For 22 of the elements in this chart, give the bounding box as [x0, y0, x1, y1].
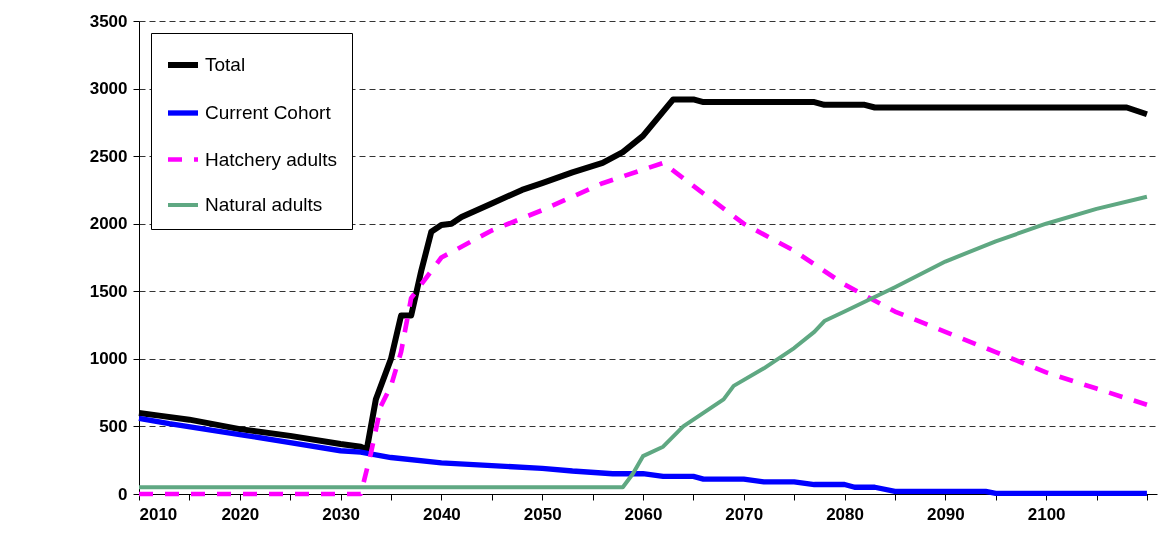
- y-tick-label: 2500: [89, 146, 128, 166]
- y-tick-label: 2000: [89, 214, 128, 234]
- y-tick-label: 1500: [89, 281, 128, 301]
- y-tick-label: 0: [118, 484, 128, 504]
- legend-label: Current Cohort: [205, 102, 332, 123]
- x-tick-label: 2100: [1027, 504, 1066, 524]
- legend-label: Hatchery adults: [205, 148, 338, 170]
- x-tick-label: 2050: [523, 504, 562, 524]
- x-tick-label: 2080: [826, 504, 864, 524]
- x-tick-label: 2020: [221, 504, 260, 524]
- x-tick-label: 2090: [926, 504, 965, 524]
- y-tick-label: 1000: [89, 349, 128, 369]
- x-tick-label: 2030: [322, 504, 360, 524]
- legend-label: Natural adults: [205, 194, 323, 215]
- legend-label: Total: [205, 54, 246, 75]
- x-tick-label: 2010: [139, 504, 178, 524]
- x-tick-label: 2060: [624, 504, 663, 524]
- y-tick-label: 3000: [89, 79, 128, 99]
- y-tick-label: 500: [99, 416, 128, 436]
- x-tick-label: 2070: [725, 504, 764, 524]
- x-tick-label: 2040: [422, 504, 461, 524]
- y-tick-label: 3500: [89, 11, 128, 31]
